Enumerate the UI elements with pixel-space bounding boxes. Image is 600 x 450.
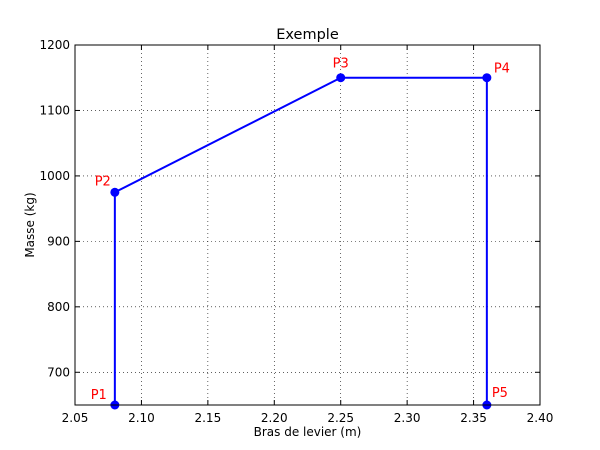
- axis-ticks: 2.05 2.10 2.15 2.20 2.25 2.30 2.35 2.40 700 800 90…: [39, 38, 553, 425]
- x-tick-label: 2.25: [327, 411, 354, 425]
- y-tick-label: 800: [47, 300, 70, 314]
- data-point: [482, 73, 492, 83]
- y-tick-label: 1200: [39, 38, 70, 52]
- x-tick-label: 2.10: [128, 411, 155, 425]
- x-tick-label: 2.15: [194, 411, 221, 425]
- x-tick-label: 2.05: [62, 411, 89, 425]
- x-axis-title: Bras de levier (m): [254, 425, 362, 439]
- point-label-p3: P3: [333, 57, 349, 72]
- data-point: [336, 73, 346, 83]
- x-tick-label: 2.35: [460, 411, 487, 425]
- y-tick-label: 900: [47, 234, 70, 248]
- y-axis-title: Masse (kg): [23, 192, 37, 257]
- y-tick-label: 1100: [39, 103, 70, 117]
- plot-frame: [74, 44, 541, 406]
- point-label-p1: P1: [91, 388, 107, 403]
- chart-title: Exemple: [276, 27, 339, 43]
- point-label-p2: P2: [95, 174, 111, 189]
- y-tick-label: 700: [47, 365, 70, 379]
- x-tick-label: 2.30: [394, 411, 421, 425]
- x-tick-label: 2.20: [261, 411, 288, 425]
- point-labels: P1 P2 P3 P4 P5: [91, 57, 510, 403]
- x-tick-label: 2.40: [527, 411, 554, 425]
- point-label-p4: P4: [494, 62, 510, 77]
- point-label-p5: P5: [492, 386, 508, 401]
- y-tick-label: 1000: [39, 169, 70, 183]
- data-point: [110, 187, 120, 197]
- grid-lines: [75, 45, 540, 405]
- data-series: [110, 73, 492, 410]
